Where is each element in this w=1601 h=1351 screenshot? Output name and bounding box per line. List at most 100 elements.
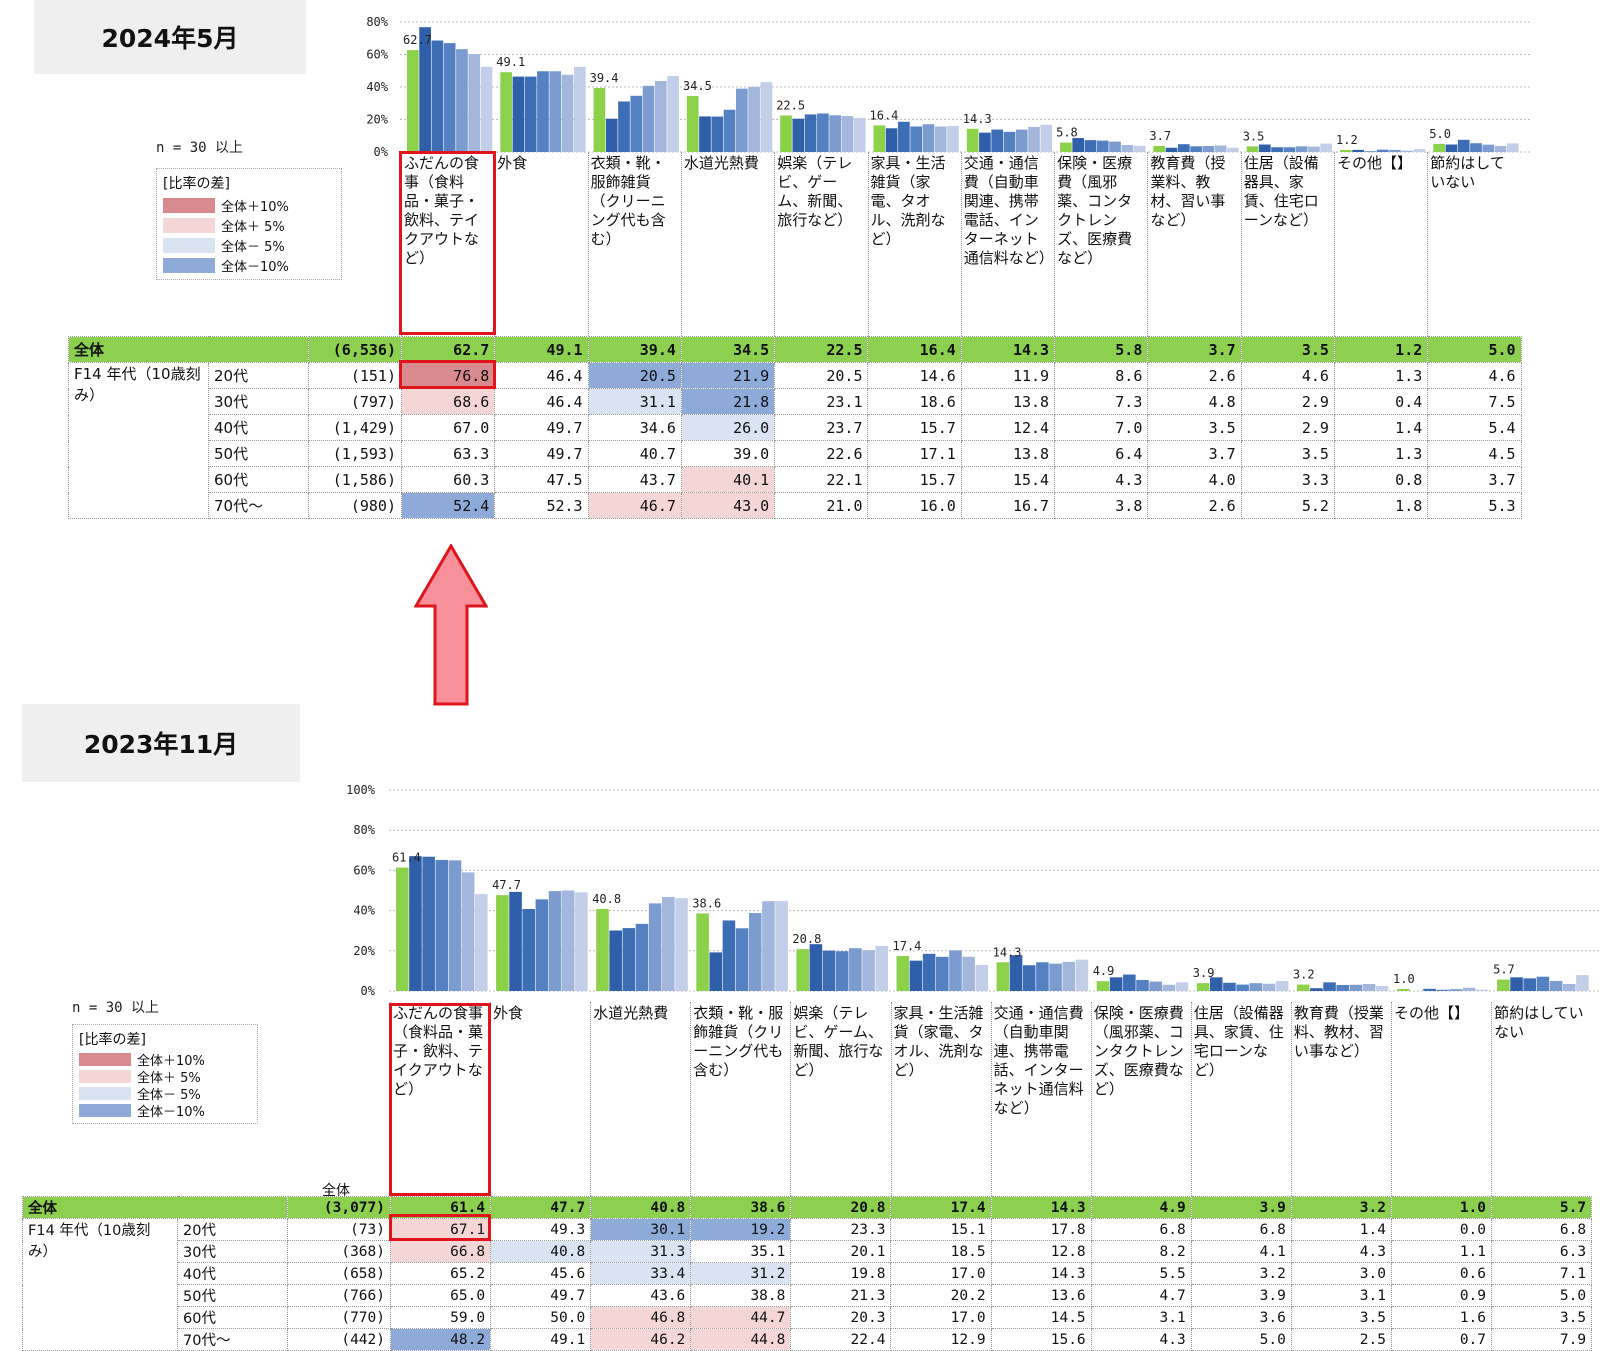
value-cell: 49.7: [490, 1284, 592, 1307]
legend-label: 全体＋ 5%: [137, 1071, 201, 1086]
bar-40代: [1136, 979, 1149, 991]
value-cell: 23.7: [774, 414, 869, 441]
value-cell: 20.8: [790, 1196, 892, 1219]
up-arrow-icon: [414, 544, 488, 706]
value-cell: 6.8: [1090, 1218, 1192, 1241]
bar-30代: [1323, 982, 1336, 991]
value-cell: 5.0: [1190, 1328, 1292, 1351]
table-row: 30代 (368) 66.8 40.8 31.3 35.1 20.1 18.5 12.8 8.2 4…: [23, 1240, 1593, 1263]
bar-50代: [748, 913, 762, 991]
bar-60代: [468, 54, 481, 153]
value-cell: 3.0: [1290, 1262, 1392, 1285]
legend-swatch-plus5: [163, 217, 215, 233]
value-cell: 46.7: [587, 492, 682, 519]
bar-20代: [1258, 144, 1271, 152]
row-label: 50代: [208, 440, 309, 467]
value-cell: 2.5: [1290, 1328, 1392, 1351]
panel-1-legend: [比率の差] 全体＋10% 全体＋ 5% 全体－ 5% 全体－10%: [156, 168, 342, 280]
value-cell: 0.0: [1390, 1218, 1493, 1241]
value-cell: 3.2: [1190, 1262, 1292, 1285]
bar-30代: [1177, 144, 1190, 152]
bar-30代: [922, 953, 936, 991]
legend-swatch-plus10: [163, 197, 215, 213]
value-cell: 20.1: [790, 1240, 892, 1263]
panel-1-n-label: n = 30 以上: [156, 140, 244, 156]
panel-2-bar-chart: 0% 20% 40% 60% 80% 100% 61.4 47.7 40.8 38.6 20.8 17…: [346, 783, 1601, 998]
value-cell: 1.4: [1290, 1218, 1392, 1241]
value-cell: 65.0: [389, 1284, 492, 1307]
value-cell: 3.5: [1147, 414, 1242, 441]
bar-70代～: [975, 965, 989, 991]
category-header: 水道光熱費: [590, 1002, 690, 1196]
table-row-total: 全体 (6,536) 62.7 49.1 39.4 34.5 22.5 16.4 14.3 5.8…: [68, 336, 1522, 363]
bar-60代: [654, 80, 667, 152]
value-cell: 20.5: [587, 362, 682, 389]
value-cell: 19.8: [790, 1262, 892, 1285]
bar-50代: [1202, 145, 1215, 152]
value-cell: 17.1: [867, 440, 962, 467]
y-tick-label: 20%: [366, 113, 388, 127]
row-label: 20代: [177, 1218, 288, 1241]
bar-60代: [1401, 150, 1414, 152]
bar-60代: [1214, 145, 1227, 152]
table-row: 50代 (1,593) 63.3 49.7 40.7 39.0 22.6 17.1 13.8 6.…: [69, 440, 1522, 467]
value-cell: 20.3: [790, 1306, 892, 1329]
legend-label: 全体－ 5%: [221, 239, 285, 255]
category-header: その他【】: [1334, 152, 1427, 336]
bar-60代: [841, 116, 854, 152]
bar-40代: [1190, 146, 1202, 152]
value-cell: 44.8: [690, 1328, 792, 1351]
y-tick-label: 0%: [374, 145, 389, 159]
bar-70代～: [1320, 143, 1333, 152]
y-tick-label: 80%: [366, 15, 388, 29]
bar-70代～: [1133, 145, 1146, 152]
bar-60代: [561, 890, 575, 991]
value-cell: 3.5: [1491, 1306, 1593, 1329]
value-cell: 21.0: [774, 492, 869, 519]
data-label: 17.4: [893, 939, 922, 953]
y-tick-label: 80%: [353, 823, 375, 837]
value-cell: 3.9: [1190, 1284, 1292, 1307]
n-cell: (980): [308, 492, 402, 519]
bar-70代～: [760, 82, 773, 152]
value-cell: 22.6: [774, 440, 869, 467]
value-cell: 26.0: [680, 414, 776, 441]
legend-label: 全体＋ 5%: [221, 219, 285, 235]
bar-50代: [1049, 963, 1062, 991]
data-label: 14.3: [963, 112, 992, 126]
category-header: 保険・医療費（風邪薬、コンタクトレンズ、医療費など）: [1054, 152, 1147, 336]
bar-50代: [1482, 144, 1495, 152]
bar-30代: [1364, 151, 1377, 152]
value-cell: 49.1: [494, 336, 589, 363]
value-cell: 47.5: [494, 466, 589, 493]
value-cell: 31.3: [590, 1240, 692, 1263]
bar-20代: [1209, 977, 1223, 991]
bar-70代～: [1576, 975, 1589, 991]
data-label: 20.8: [792, 932, 821, 946]
bar-30代: [1022, 965, 1036, 991]
value-cell: 40.8: [490, 1240, 592, 1263]
bar-20代: [1510, 977, 1523, 991]
value-cell: 1.1: [1390, 1240, 1493, 1263]
bar-20代: [1072, 138, 1085, 152]
bar-total: [407, 50, 419, 152]
value-cell: 16.7: [960, 492, 1056, 519]
table-row: 70代～ (980) 52.4 52.3 46.7 43.0 21.0 16.0 16.7 3.8…: [69, 492, 1522, 519]
bar-20代: [1310, 988, 1323, 991]
bar-50代: [829, 115, 841, 152]
value-cell: 49.3: [490, 1218, 592, 1241]
row-label: 50代: [177, 1284, 288, 1307]
bar-30代: [1223, 982, 1236, 991]
y-tick-label: 100%: [346, 783, 376, 797]
category-header: 娯楽（テレビ、ゲーム、新聞、旅行など）: [774, 152, 867, 336]
bar-total: [1340, 150, 1352, 152]
panel-1-data-table: 全体 (6,536) 62.7 49.1 39.4 34.5 22.5 16.4 14.3 5.8…: [68, 336, 1522, 519]
value-cell: 2.6: [1147, 362, 1242, 389]
bar-total: [496, 895, 509, 991]
panel-2-title: 2023年11月: [22, 704, 300, 782]
bar-total: [1397, 988, 1410, 991]
table-row: F14 年代（10歳刻み） 20代 (73) 67.1 49.3 30.1 19.2 23.3…: [22, 1218, 1593, 1351]
value-cell: 3.1: [1290, 1284, 1392, 1307]
value-cell: 68.6: [400, 388, 496, 415]
value-cell: 3.5: [1240, 440, 1335, 467]
